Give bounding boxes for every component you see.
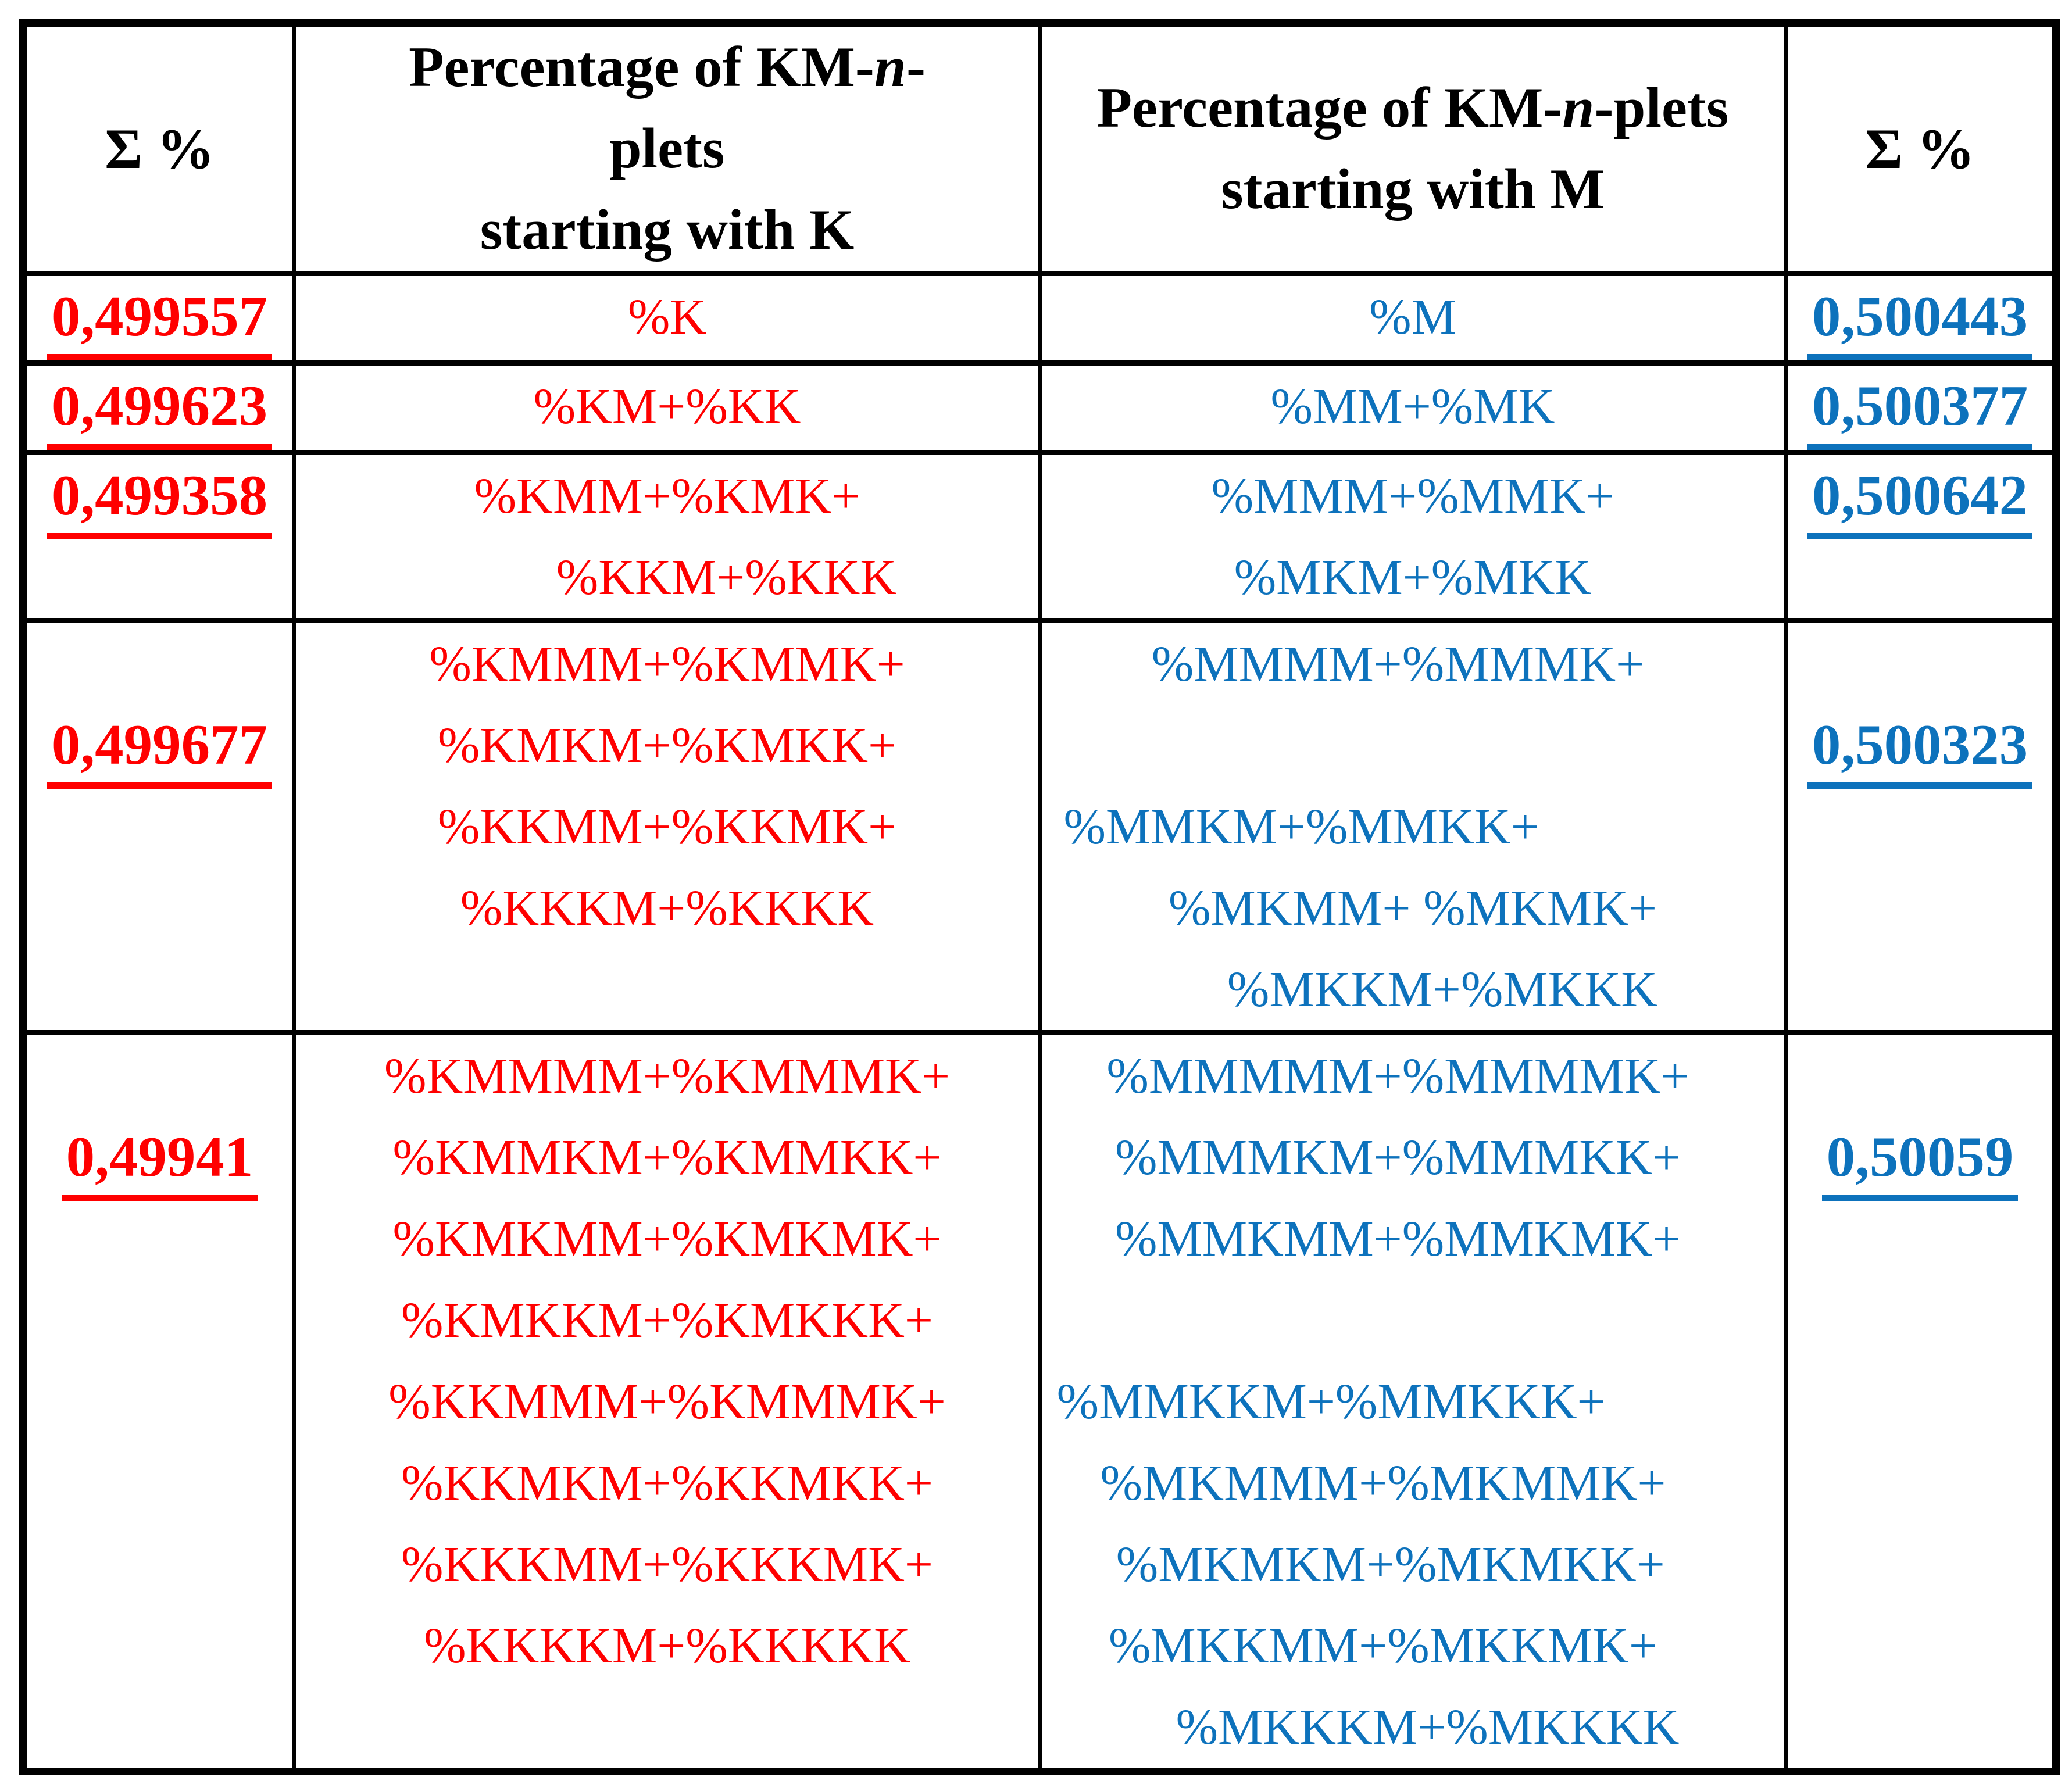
formula-line: %KKM+%KKK [556, 548, 897, 605]
m-formula-cell: %M [1038, 271, 1788, 366]
formula-line: %MKKKM+%MKKKK [1176, 1698, 1680, 1755]
formula-line: %MMM+%MMK+ [1211, 467, 1614, 524]
formula-line: %MKMM+ %MKMK+ [1168, 879, 1657, 936]
formula-line: %MMMKM+%MMMKK+ [1114, 1128, 1681, 1185]
sum-m-cell: 0,50059 [1784, 1029, 2058, 1774]
table-row: 0,499677 %KMMM+%KMMK+ %KMKM+%KMKK+ %KKMM+%K… [21, 617, 2058, 1035]
k-formula-cell: %KMM+%KMK+ %KKM+%KKK [292, 449, 1042, 623]
formula-line: %MKKMM+%MKKMK+ [1108, 1617, 1657, 1673]
m-formula-cell: %MMMMM+%MMMMK+ %MMMKM+%MMMKK+ %MMKMM+%MMKM… [1038, 1029, 1788, 1774]
sum-m-cell: 0,500323 [1784, 617, 2058, 1035]
sum-value: 0,499557 [47, 287, 273, 358]
km-nplet-percentages-table: Σ % Percentage of KM-n- plets starting w… [19, 19, 2060, 1775]
header-k-line3: starting with K [480, 198, 855, 262]
header-sum-left: Σ % [21, 20, 296, 276]
formula-line: %KKMM+%KKMK+ [437, 798, 897, 854]
header-m-column: Percentage of KM-n-plets starting with M [1038, 20, 1788, 276]
header-m-line2: starting with M [1221, 158, 1605, 221]
table-row: 0,499557 %K %M 0,500443 [21, 271, 2058, 366]
formula-line: %KMMM+%KMMK+ [429, 635, 905, 692]
formula-line: %MMKKM+%MMKKK+ [1056, 1372, 1606, 1429]
formula-line: %KMM+%KMK+ [474, 467, 860, 524]
sum-value: 0,500323 [1807, 716, 2033, 789]
formula-line: %KKKKM+%KKKKK [424, 1617, 910, 1673]
header-k-line1: Percentage of KM-n- [409, 35, 926, 99]
formula-line: %MKKM+%MKKK [1227, 960, 1658, 1017]
header-sum-right: Σ % [1784, 20, 2058, 276]
sum-k-cell: 0,499557 [21, 271, 296, 366]
formula-line: %KKMMM+%KMMMK+ [388, 1372, 946, 1429]
sigma-percent-label: Σ % [105, 117, 215, 181]
sum-value: 0,500377 [1807, 377, 2033, 448]
sum-k-cell: 0,499677 [21, 617, 296, 1035]
sum-value: 0,499623 [47, 377, 273, 448]
sum-m-cell: 0,500377 [1784, 360, 2058, 455]
header-k-line2: plets [609, 117, 725, 180]
formula-line: %M [1369, 288, 1456, 345]
header-row: Σ % Percentage of KM-n- plets starting w… [21, 20, 2058, 276]
formula-line [1044, 1279, 1782, 1361]
sum-k-cell: 0,49941 [21, 1029, 296, 1774]
sum-value: 0,500443 [1807, 287, 2033, 358]
header-m-line1: Percentage of KM-n-plets [1096, 76, 1729, 140]
formula-line: %KKMKM+%KKMKK+ [401, 1454, 933, 1511]
sum-m-cell: 0,500642 [1784, 449, 2058, 623]
formula-line: %KMMKM+%KMMKK+ [392, 1128, 942, 1185]
formula-line: %MKMMM+%MKMMK+ [1100, 1454, 1666, 1511]
formula-line [1044, 705, 1782, 786]
sigma-percent-label: Σ % [1865, 117, 1975, 181]
sum-k-cell: 0,499623 [21, 360, 296, 455]
m-formula-cell: %MMM+%MMK+ %MKM+%MKK [1038, 449, 1788, 623]
formula-line: %MKMKM+%MKMKK+ [1116, 1535, 1665, 1592]
sum-value: 0,50059 [1821, 1128, 2019, 1201]
formula-line: %KKKMM+%KKKMK+ [401, 1535, 933, 1592]
formula-line: %MKM+%MKK [1234, 548, 1592, 605]
k-formula-cell: %KM+%KK [292, 360, 1042, 455]
m-formula-cell: %MMMM+%MMMK+ %MMKM+%MMKK+ %MKMM+ %MKMK+ %M… [1038, 617, 1788, 1035]
k-formula-cell: %KMMM+%KMMK+ %KMKM+%KMKK+ %KKMM+%KKMK+ %KKK… [292, 617, 1042, 1035]
formula-line: %KMKKM+%KMKKK+ [401, 1291, 933, 1348]
formula-line: %KM+%KK [533, 377, 801, 434]
formula-line: %MM+%MK [1270, 377, 1555, 434]
table-row: 0,49941 %KMMMM+%KMMMK+ %KMMKM+%KMMKK+ %KMKM… [21, 1029, 2058, 1774]
sum-value: 0,500642 [1807, 466, 2033, 539]
table-row: 0,499623 %KM+%KK %MM+%MK 0,500377 [21, 360, 2058, 455]
formula-line: %MMMMM+%MMMMK+ [1106, 1047, 1689, 1104]
formula-line: %KKKM+%KKKK [460, 879, 874, 936]
sum-k-cell: 0,499358 [21, 449, 296, 623]
table-row: 0,499358 %KMM+%KMK+ %KKM+%KKK %MMM+%MMK+ %MK… [21, 449, 2058, 623]
formula-line: %K [627, 288, 707, 345]
m-formula-cell: %MM+%MK [1038, 360, 1788, 455]
k-formula-cell: %K [292, 271, 1042, 366]
formula-line: %MMMM+%MMMK+ [1151, 635, 1645, 692]
formula-line: %MMKMM+%MMKMK+ [1114, 1210, 1681, 1267]
sum-value: 0,499677 [47, 716, 273, 789]
k-formula-cell: %KMMMM+%KMMMK+ %KMMKM+%KMMKK+ %KMKMM+%KMKM… [292, 1029, 1042, 1774]
sum-m-cell: 0,500443 [1784, 271, 2058, 366]
sum-value: 0,499358 [47, 466, 273, 539]
header-k-column: Percentage of KM-n- plets starting with … [292, 20, 1042, 276]
sum-value: 0,49941 [61, 1128, 258, 1201]
formula-line: %KMKMM+%KMKMK+ [392, 1210, 942, 1267]
table-body: 0,499557 %K %M 0,500443 0,499623 %KM+%KK %MM+%… [21, 271, 2058, 1774]
formula-line: %KMKM+%KMKK+ [437, 716, 897, 773]
formula-line: %KMMMM+%KMMMK+ [384, 1047, 951, 1104]
formula-line: %MMKM+%MMKK+ [1063, 798, 1539, 854]
